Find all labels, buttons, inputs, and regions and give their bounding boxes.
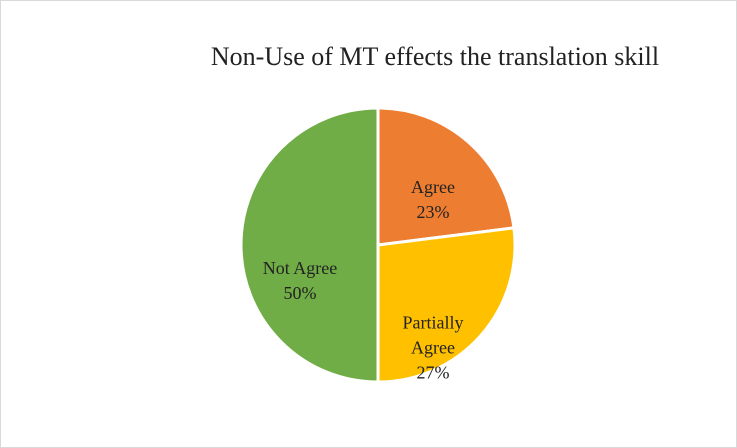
value-label: 27% — [416, 362, 450, 383]
category-label: Not Agree — [262, 258, 338, 278]
value-label: 50% — [283, 283, 317, 303]
data-label: Not Agree 50% — [255, 256, 345, 306]
pie-slice — [239, 106, 380, 384]
pie-slice — [376, 106, 516, 247]
category-label: Partially Agree — [402, 312, 464, 358]
category-label: Agree — [411, 177, 455, 197]
pie-slice — [376, 226, 517, 384]
value-label: 23% — [416, 202, 450, 222]
data-label: Agree 23% — [388, 175, 478, 225]
chart-title: Non-Use of MT effects the translation sk… — [210, 42, 660, 71]
data-label: Partially Agree 27% — [388, 311, 478, 386]
